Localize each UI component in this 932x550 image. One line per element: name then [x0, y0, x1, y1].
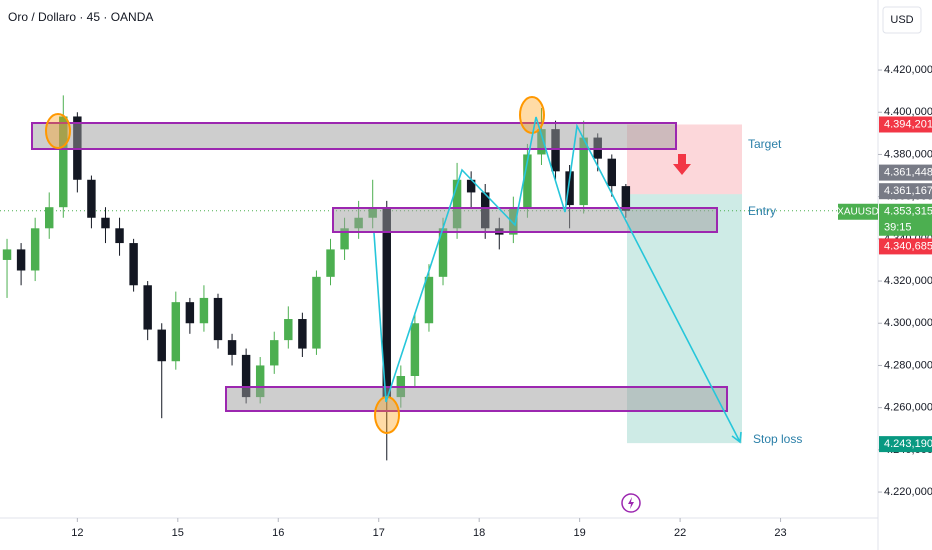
x-tick-label: 12 [71, 527, 83, 539]
x-tick-label: 15 [172, 527, 184, 539]
candle-body [270, 340, 279, 366]
price-label: 4.243,190 [884, 438, 932, 450]
candle-body [326, 249, 335, 277]
stop-loss-label: Stop loss [753, 432, 802, 446]
candle-body [115, 228, 124, 244]
candle-body [2, 249, 12, 260]
symbol-tag [838, 203, 878, 220]
candle-body [30, 228, 40, 271]
candle-body [466, 179, 476, 193]
highlight-circle [519, 96, 545, 134]
candle-body [171, 302, 181, 362]
x-tick-label: 18 [473, 527, 485, 539]
candle-body [551, 129, 560, 172]
price-label: 4.340,685 [884, 240, 932, 252]
entry-label: Entry [748, 204, 776, 218]
currency-button[interactable] [882, 6, 922, 34]
price-label-box [879, 183, 932, 200]
projection-path [373, 116, 741, 443]
candle-body [213, 297, 223, 341]
y-tick-label: 4.400,000 [884, 106, 932, 118]
countdown: 39:15 [884, 222, 912, 234]
price-label: 4.361,448 [884, 167, 932, 179]
price-label: 4.353,315 [884, 206, 932, 218]
price-label-box [879, 116, 932, 133]
y-tick-label: 4.220,000 [884, 486, 932, 498]
candle-body [523, 154, 532, 208]
candle-body [59, 116, 68, 208]
candle-body [382, 207, 391, 398]
candle-body [340, 228, 349, 250]
arrow-head [731, 431, 742, 444]
price-label: 4.361,167 [884, 185, 932, 197]
x-tick-label: 19 [574, 527, 586, 539]
price-label-box [879, 164, 932, 181]
candle-body [241, 354, 251, 398]
candle-body [284, 319, 293, 341]
y-tick-label: 4.320,000 [884, 275, 932, 287]
x-tick-label: 16 [272, 527, 284, 539]
price-label: 4.394,201 [884, 118, 932, 130]
down-arrow [673, 154, 691, 175]
y-tick-label: 4.380,000 [884, 148, 932, 160]
candle-body [607, 158, 617, 187]
highlight-circle [374, 396, 400, 434]
event-icon[interactable] [621, 493, 641, 513]
candle-body [227, 340, 237, 355]
candle-body [452, 179, 462, 229]
candle-body [16, 249, 26, 271]
currency[interactable]: USD [890, 14, 913, 26]
support-zone [225, 386, 728, 412]
resistance-zone [31, 122, 677, 150]
candle-body [621, 186, 631, 211]
symbol-label: XAUUSD [837, 206, 879, 217]
x-tick-label: 17 [373, 527, 385, 539]
x-tick-label: 22 [674, 527, 686, 539]
candle-body [410, 323, 420, 376]
candle-body [312, 276, 321, 349]
drawings [31, 96, 742, 513]
y-tick-label: 4.260,000 [884, 402, 932, 414]
candle-body [579, 137, 588, 206]
target-label: Target [748, 137, 782, 151]
entry-zone [332, 207, 718, 233]
price-label-box [879, 203, 932, 236]
candle-body [143, 285, 152, 330]
chart-title: Oro / Dollaro · 45 · OANDA [8, 10, 153, 24]
candle-body [298, 319, 307, 349]
candle-body [199, 297, 209, 324]
candle-body [255, 365, 265, 398]
candle-body [101, 217, 110, 229]
candle-body [438, 228, 448, 277]
y-tick-label: 4.300,000 [884, 317, 932, 329]
y-tick-label: 4.280,000 [884, 359, 932, 371]
candle-body [45, 207, 54, 229]
price-label-box [879, 436, 932, 453]
price-label-box [879, 238, 932, 255]
y-tick-label: 4.420,000 [884, 64, 932, 76]
candle-body [129, 243, 138, 286]
highlight-circle [45, 113, 71, 149]
candle-body [87, 179, 96, 218]
x-tick-label: 23 [774, 527, 786, 539]
candle-body [565, 171, 574, 206]
candle-body [157, 329, 166, 362]
candle-body [424, 276, 434, 324]
candle-body [185, 302, 195, 324]
